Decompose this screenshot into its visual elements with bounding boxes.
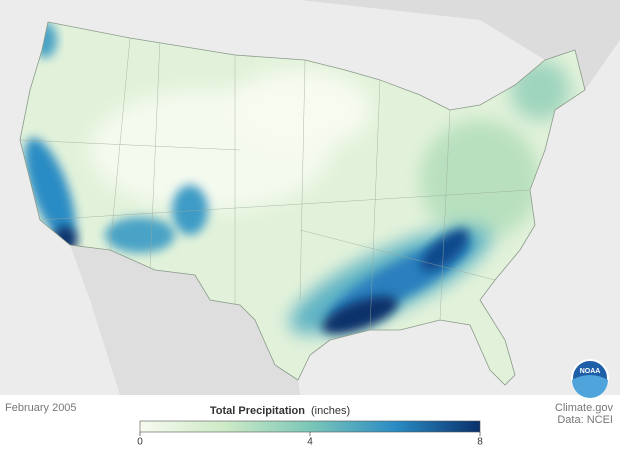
legend-tick-label: 0 [137, 437, 143, 448]
source: Data: NCEI [557, 414, 613, 426]
legend-tick-label: 8 [477, 437, 483, 448]
date-label: February 2005 [5, 402, 77, 414]
legend-title: Total Precipitation [210, 405, 305, 417]
state-lines [20, 37, 531, 331]
credit: Climate.gov [555, 402, 614, 414]
mexico [70, 245, 300, 395]
canada [0, 0, 620, 90]
legend-tick-label: 4 [307, 437, 313, 448]
legend-units: (inches) [311, 405, 350, 417]
noaa-logo: NOAA [571, 359, 609, 398]
legend-bar [139, 420, 481, 433]
logo-text: NOAA [580, 368, 601, 375]
